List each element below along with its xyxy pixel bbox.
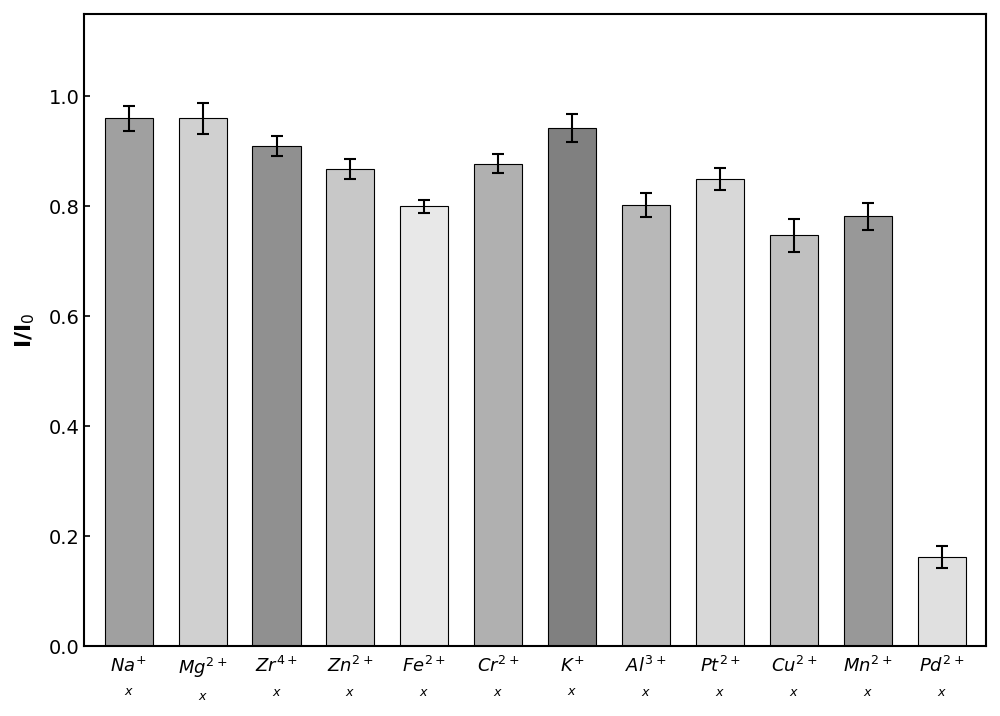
Bar (105, 118, 153, 647)
Bar (770, 235, 818, 647)
Bar (179, 118, 227, 647)
Bar (326, 169, 374, 647)
Bar (696, 179, 744, 647)
Bar (918, 557, 966, 647)
Bar (400, 206, 448, 647)
Y-axis label: I/I$_0$: I/I$_0$ (14, 312, 37, 348)
Bar (622, 205, 670, 647)
Bar (474, 163, 522, 647)
Bar (548, 127, 596, 647)
Bar (844, 216, 892, 647)
Bar (252, 146, 301, 647)
